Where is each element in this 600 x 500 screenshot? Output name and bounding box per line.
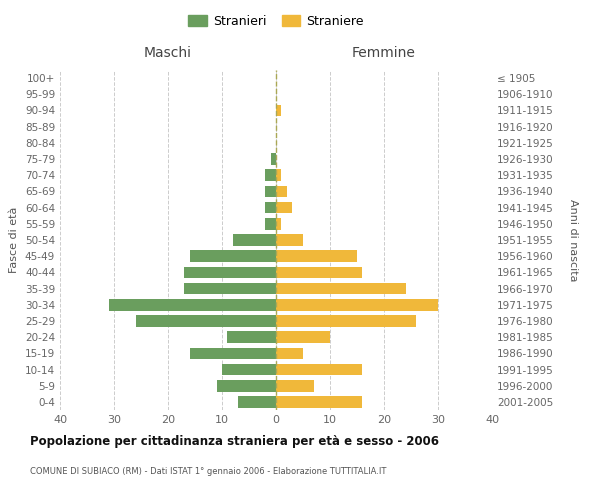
Bar — [276, 299, 438, 310]
Bar — [109, 299, 276, 310]
Text: Maschi: Maschi — [144, 46, 192, 60]
Bar — [276, 315, 416, 327]
Bar — [190, 250, 276, 262]
Bar — [184, 282, 276, 294]
Bar — [276, 348, 303, 359]
Text: Popolazione per cittadinanza straniera per età e sesso - 2006: Popolazione per cittadinanza straniera p… — [30, 435, 439, 448]
Bar — [217, 380, 276, 392]
Bar — [276, 364, 362, 376]
Bar — [227, 332, 276, 343]
Bar — [276, 380, 314, 392]
Bar — [276, 282, 406, 294]
Bar — [276, 266, 362, 278]
Bar — [276, 396, 362, 407]
Legend: Stranieri, Straniere: Stranieri, Straniere — [184, 11, 368, 32]
Bar — [276, 202, 292, 213]
Bar — [265, 202, 276, 213]
Bar — [238, 396, 276, 407]
Y-axis label: Fasce di età: Fasce di età — [10, 207, 19, 273]
Bar — [222, 364, 276, 376]
Bar — [265, 186, 276, 198]
Text: COMUNE DI SUBIACO (RM) - Dati ISTAT 1° gennaio 2006 - Elaborazione TUTTITALIA.IT: COMUNE DI SUBIACO (RM) - Dati ISTAT 1° g… — [30, 468, 386, 476]
Bar — [276, 104, 281, 117]
Y-axis label: Anni di nascita: Anni di nascita — [568, 198, 577, 281]
Bar — [276, 332, 330, 343]
Text: Femmine: Femmine — [352, 46, 416, 60]
Bar — [276, 250, 357, 262]
Bar — [276, 218, 281, 230]
Bar — [276, 186, 287, 198]
Bar — [190, 348, 276, 359]
Bar — [265, 170, 276, 181]
Bar — [271, 153, 276, 165]
Bar — [136, 315, 276, 327]
Bar — [276, 234, 303, 246]
Bar — [276, 170, 281, 181]
Bar — [233, 234, 276, 246]
Bar — [184, 266, 276, 278]
Bar — [265, 218, 276, 230]
